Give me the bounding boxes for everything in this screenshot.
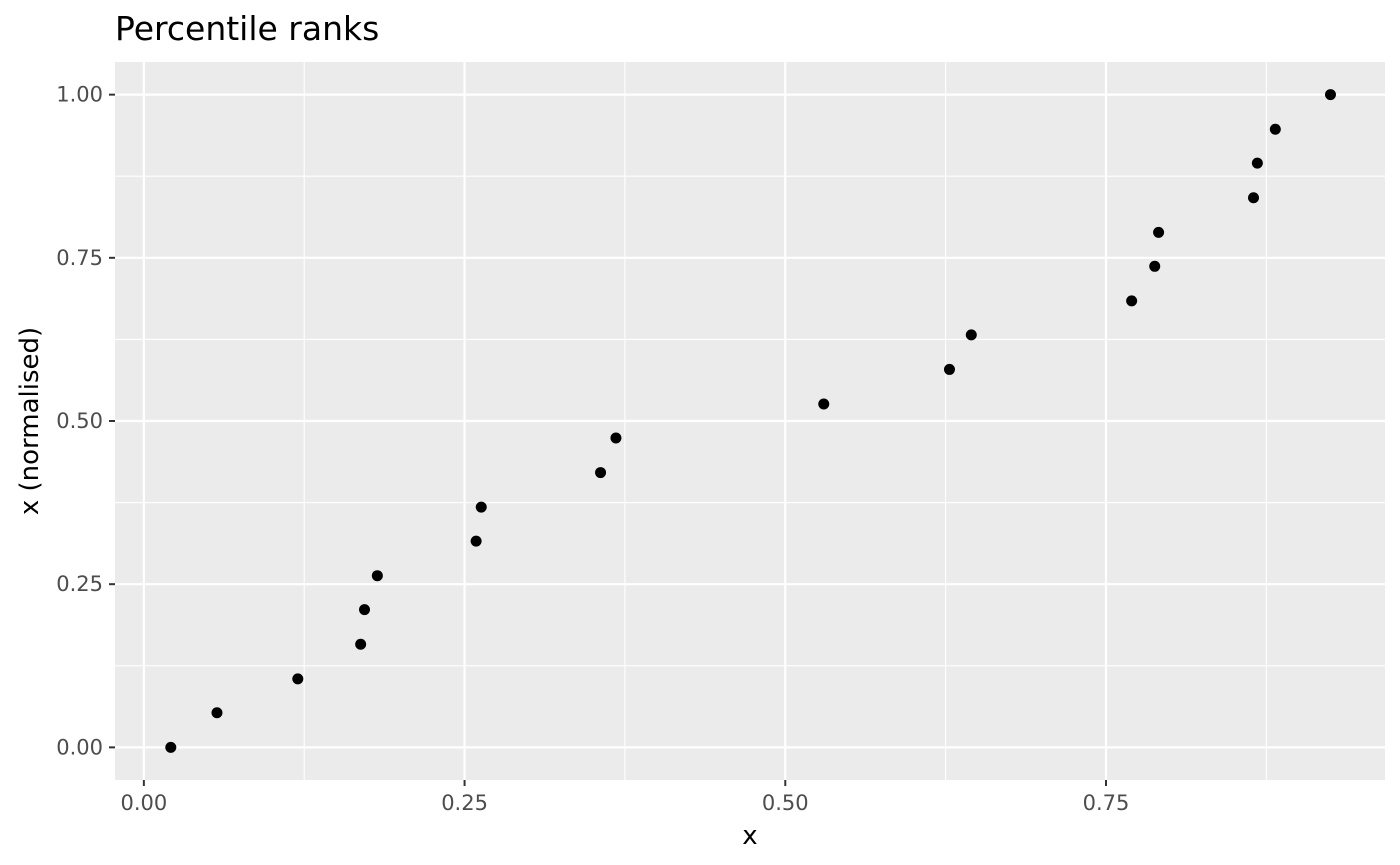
data-point	[1126, 295, 1138, 307]
data-point	[943, 363, 955, 375]
major-gridlines	[115, 62, 1385, 780]
data-point	[165, 741, 177, 753]
x-axis-title: x	[742, 821, 757, 851]
data-point	[292, 673, 304, 685]
y-tick-label: 0.00	[56, 735, 103, 759]
data-point	[355, 638, 367, 650]
data-point	[1324, 89, 1336, 101]
data-point	[211, 707, 223, 719]
y-tick-label: 0.50	[56, 409, 103, 433]
data-point	[1251, 157, 1263, 169]
data-point	[1153, 226, 1165, 238]
y-tick-label: 1.00	[56, 83, 103, 107]
y-tick-label: 0.25	[56, 572, 103, 596]
chart-title: Percentile ranks	[115, 9, 379, 48]
data-points	[165, 89, 1336, 753]
y-tick-label: 0.75	[56, 246, 103, 270]
data-point	[371, 570, 383, 582]
x-tick-label: 0.75	[1083, 791, 1130, 815]
data-point	[595, 467, 607, 479]
data-point	[1269, 123, 1281, 135]
data-point	[610, 432, 622, 444]
data-point	[1248, 192, 1260, 204]
data-point	[359, 604, 371, 616]
data-point	[965, 329, 977, 341]
x-tick-label: 0.25	[441, 791, 488, 815]
x-tick-label: 0.50	[762, 791, 809, 815]
data-point	[1149, 260, 1161, 272]
data-point	[470, 535, 482, 547]
data-point	[475, 501, 487, 513]
x-tick-label: 0.00	[120, 791, 167, 815]
y-axis-ticks: 0.00 0.25 0.50 0.75 1.00	[56, 83, 115, 759]
data-point	[818, 398, 830, 410]
y-axis-title: x (normalised)	[15, 327, 45, 515]
x-axis-ticks: 0.00 0.25 0.50 0.75	[120, 780, 1129, 815]
